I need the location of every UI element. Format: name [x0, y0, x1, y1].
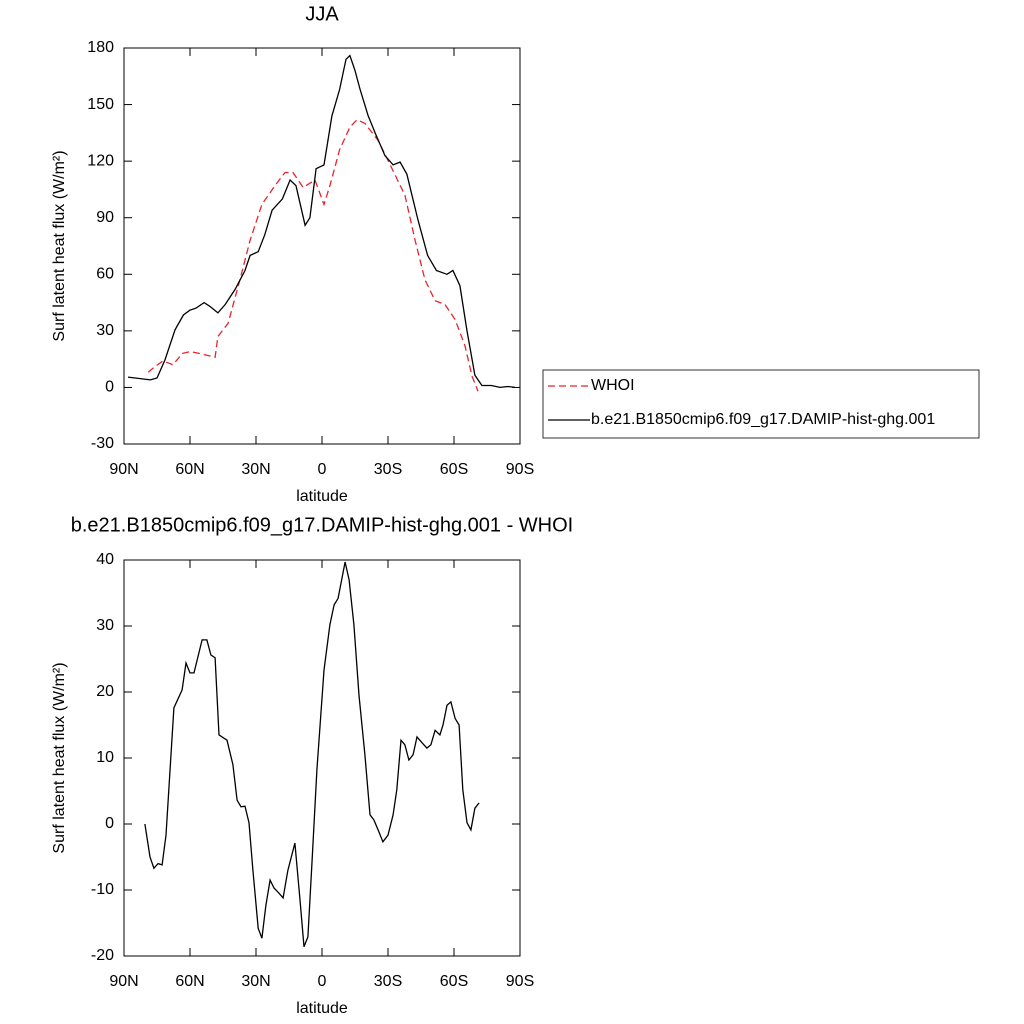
- x-tick-label: 0: [318, 973, 327, 990]
- x-tick-label: 30N: [241, 973, 270, 990]
- x-tick-label: 90N: [109, 973, 138, 990]
- x-tick-label: 90N: [109, 461, 138, 478]
- y-tick-label: 0: [105, 379, 114, 396]
- data-line: [147, 118, 479, 392]
- legend-box: [542, 369, 980, 439]
- legend-label: WHOI: [591, 377, 635, 394]
- x-tick-label: 60S: [440, 461, 468, 478]
- y-tick-label: 20: [96, 683, 114, 700]
- data-line: [144, 561, 480, 948]
- data-line: [127, 54, 515, 389]
- plot-frame: [123, 47, 521, 445]
- y-tick-label: 30: [96, 617, 114, 634]
- y-tick-label: 60: [96, 266, 114, 283]
- y-tick-label: -20: [91, 947, 114, 964]
- y-tick-label: 180: [87, 39, 114, 56]
- y-axis-label: Surf latent heat flux (W/m²): [51, 662, 68, 853]
- x-tick-label: 90S: [506, 973, 534, 990]
- y-axis-label: Surf latent heat flux (W/m²): [51, 150, 68, 341]
- x-tick-label: 60N: [175, 461, 204, 478]
- x-tick-label: 90S: [506, 461, 534, 478]
- y-tick-label: 40: [96, 551, 114, 568]
- y-tick-label: 0: [105, 815, 114, 832]
- y-tick-label: 10: [96, 749, 114, 766]
- y-tick-label: 90: [96, 209, 114, 226]
- y-tick-label: 30: [96, 322, 114, 339]
- y-tick-label: 120: [87, 152, 114, 169]
- y-tick-label: 150: [87, 96, 114, 113]
- x-tick-label: 30N: [241, 461, 270, 478]
- x-tick-label: 60N: [175, 973, 204, 990]
- x-tick-label: 0: [318, 461, 327, 478]
- y-tick-label: -10: [91, 881, 114, 898]
- chart-title: JJA: [305, 3, 339, 25]
- x-axis-label: latitude: [296, 1000, 348, 1017]
- y-tick-label: -30: [91, 435, 114, 452]
- x-tick-label: 60S: [440, 973, 468, 990]
- legend-label: b.e21.B1850cmip6.f09_g17.DAMIP-hist-ghg.…: [591, 411, 935, 428]
- x-tick-label: 30S: [374, 973, 402, 990]
- chart-title: b.e21.B1850cmip6.f09_g17.DAMIP-hist-ghg.…: [71, 514, 573, 536]
- x-axis-label: latitude: [296, 488, 348, 505]
- x-tick-label: 30S: [374, 461, 402, 478]
